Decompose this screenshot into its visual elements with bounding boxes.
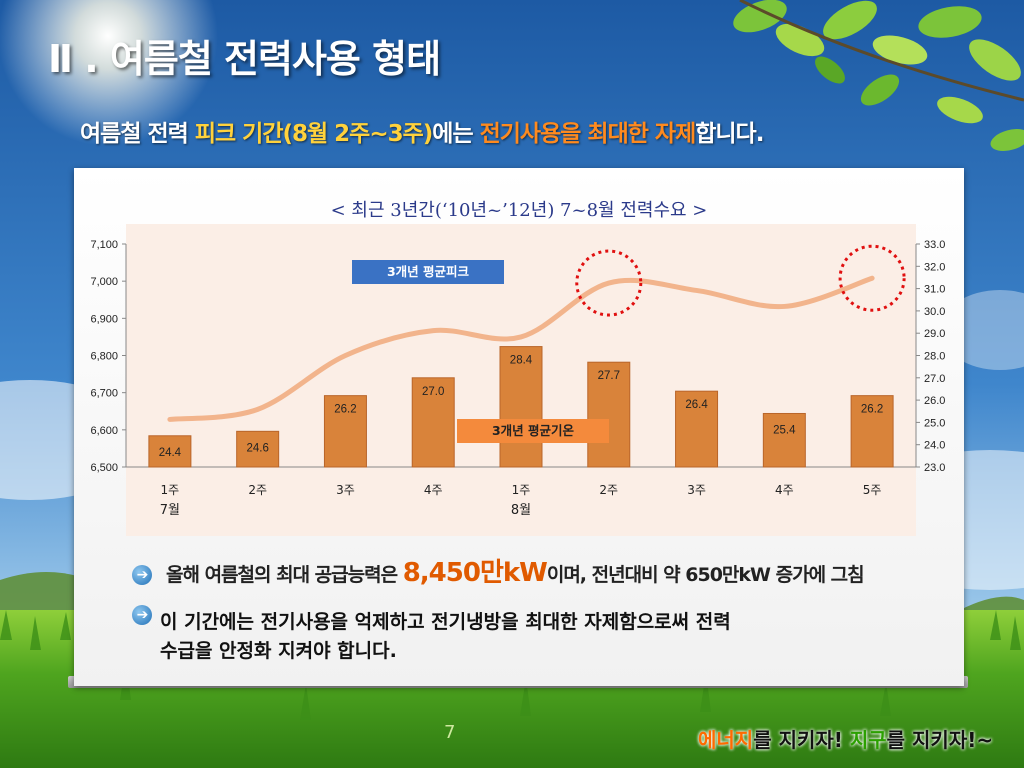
power-demand-chart: 6,500 6,600 6,700 6,800 6,900 7,000 7,100 23.0 2…	[90, 239, 945, 518]
temperature-bar	[587, 361, 631, 468]
bullet-restraint: ➔	[132, 604, 166, 626]
category-label: 1주	[512, 483, 531, 497]
right-tick-label: 31.0	[924, 284, 945, 296]
subtitle-part: 여름철 전력	[80, 121, 195, 147]
subtitle-peak-period: 피크 기간(8월 2주~3주)	[194, 121, 433, 147]
sun-glare-icon	[0, 0, 218, 146]
left-tick-label: 6,900	[90, 313, 118, 325]
bullet-text: 올해 여름철의 최대 공급능력은	[166, 564, 403, 586]
highlight-circle	[838, 244, 906, 312]
left-tick-label: 6,500	[90, 462, 118, 474]
temperature-bar	[762, 412, 806, 468]
temperature-bar	[323, 395, 367, 468]
subtitle-part: 합니다.	[695, 121, 764, 147]
leaf-icon	[733, 0, 1024, 151]
slogan: 에너지를 지키자! 지구를 지키자!~	[698, 724, 993, 753]
slogan-part: 를 지키자!~	[886, 728, 994, 752]
category-label: 2주	[248, 483, 267, 497]
category-label: 5주	[863, 483, 882, 497]
temperature-bar	[850, 395, 894, 468]
right-tick-label: 32.0	[924, 261, 945, 273]
bar-value-label: 26.4	[685, 399, 708, 411]
right-tick-label: 29.0	[924, 328, 945, 340]
bullet-restraint-line: 수급을 안정화 지켜야 합니다.	[160, 640, 397, 662]
left-tick-label: 7,100	[90, 239, 118, 251]
slogan-part: 지구	[849, 728, 887, 752]
temperature-bar	[675, 390, 719, 468]
month-label: 7월	[160, 503, 180, 518]
slogan-part: 를 지키자!	[753, 728, 850, 752]
temperature-bar	[236, 430, 280, 468]
bar-value-label: 24.4	[159, 447, 182, 459]
bullet-restraint-line: 이 기간에는 전기사용을 억제하고 전기냉방을 최대한 자제함으로써 전력	[160, 611, 731, 633]
left-tick-label: 6,800	[90, 351, 118, 363]
bullet-highlight: 8,450만kW	[402, 558, 548, 588]
bar-value-label: 26.2	[334, 404, 356, 416]
slide-subtitle: 여름철 전력 피크 기간(8월 2주~3주)에는 전기사용을 최대한 자제합니다…	[80, 114, 764, 148]
category-label: 3주	[687, 483, 706, 497]
right-tick-label: 28.0	[924, 351, 945, 363]
category-label: 4주	[424, 483, 443, 497]
bar-value-label: 28.4	[510, 355, 533, 367]
temperature-bar	[148, 435, 192, 468]
content-panel: < 최근 3년간(‘10년~’12년) 7~8월 전력수요 > 6,500 6,6…	[74, 168, 964, 686]
arrow-right-circle-icon: ➔	[132, 605, 152, 625]
right-tick-label: 30.0	[924, 306, 945, 318]
category-label: 2주	[599, 483, 618, 497]
bullet-supply: ➔ 올해 여름철의 최대 공급능력은 8,450만kW이며, 전년대비 약 650…	[132, 552, 865, 589]
temp-label-text: 3개년 평균기온	[492, 423, 575, 438]
category-label: 1주	[161, 483, 180, 497]
page-number: 7	[444, 722, 456, 743]
bar-value-label: 25.4	[773, 424, 796, 436]
bullet-text: 이며, 전년대비 약 650만kW 증가에 그침	[546, 564, 865, 586]
temperature-bar	[411, 377, 455, 468]
temperature-bar	[499, 346, 543, 468]
highlight-circle	[575, 249, 643, 317]
left-tick-label: 6,700	[90, 388, 118, 400]
arrow-right-circle-icon: ➔	[132, 565, 152, 585]
bar-value-label: 26.2	[861, 404, 883, 416]
left-tick-label: 6,600	[90, 425, 118, 437]
right-tick-label: 25.0	[924, 417, 945, 429]
right-tick-label: 24.0	[924, 440, 945, 452]
bar-value-label: 24.6	[246, 442, 268, 454]
bar-value-label: 27.0	[422, 386, 444, 398]
slide-title: Ⅱ . 여름철 전력사용 형태	[48, 37, 441, 81]
month-label: 8월	[511, 503, 531, 518]
chart-title: < 최근 3년간(‘10년~’12년) 7~8월 전력수요 >	[330, 200, 708, 221]
peak-demand-line	[167, 275, 875, 422]
slogan-part: 에너지	[698, 728, 754, 752]
peak-label-box	[352, 260, 504, 284]
temp-label-box	[457, 419, 609, 443]
right-tick-label: 23.0	[924, 462, 945, 474]
right-tick-label: 27.0	[924, 373, 945, 385]
category-label: 3주	[336, 483, 355, 497]
bar-value-label: 27.7	[598, 370, 620, 382]
right-tick-label: 33.0	[924, 239, 945, 251]
peak-label-text: 3개년 평균피크	[387, 264, 470, 279]
subtitle-part: 에는	[432, 121, 480, 147]
category-label: 4주	[775, 483, 794, 497]
left-tick-label: 7,000	[90, 276, 118, 288]
right-tick-label: 26.0	[924, 395, 945, 407]
subtitle-restraint: 전기사용을 최대한 자제	[479, 121, 697, 147]
